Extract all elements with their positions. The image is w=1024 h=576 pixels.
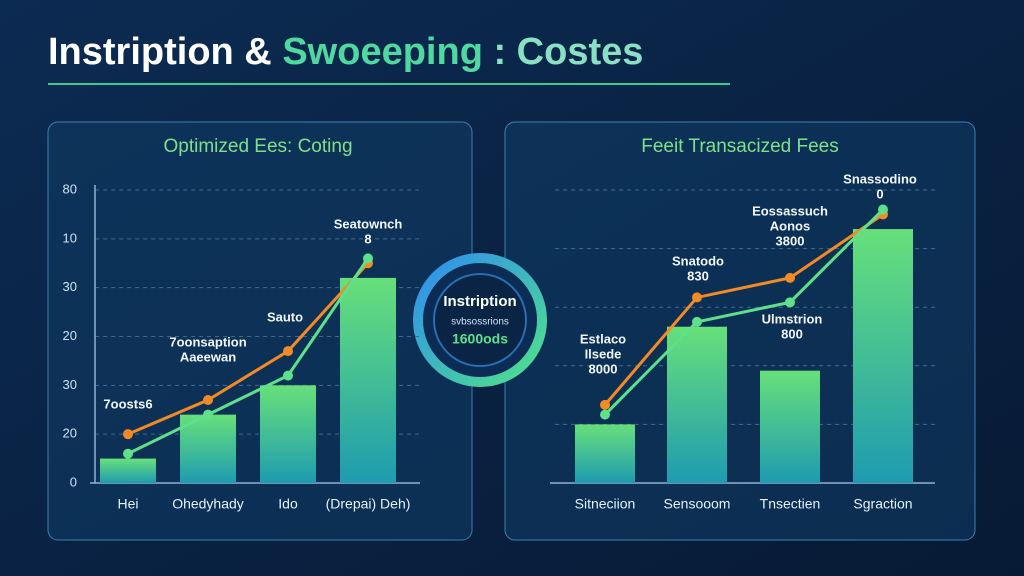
bar: [575, 424, 635, 483]
y-tick-label: 80: [63, 181, 77, 196]
annotation: Estlaco: [580, 331, 626, 346]
chart-title: Optimized Ees: Coting: [163, 136, 352, 157]
annotation: Ulmstrion: [762, 311, 823, 326]
annotation: 7oonsaption: [169, 334, 246, 349]
trend-point: [123, 429, 133, 440]
trend-point: [785, 297, 795, 308]
bar: [260, 385, 316, 483]
bar: [100, 458, 156, 483]
title-part: : Costes: [493, 31, 643, 73]
bar: [180, 414, 236, 483]
trend-point: [363, 253, 373, 264]
bar: [760, 370, 820, 483]
x-tick-label: (Drepai) Deh): [326, 496, 411, 512]
x-tick-label: Tnsectien: [760, 496, 821, 512]
annotation: Snassodino: [843, 171, 917, 186]
trend-line: [603, 208, 885, 416]
trend-point: [203, 394, 213, 405]
x-tick-label: Ohedyhady: [172, 496, 244, 512]
x-tick-label: Sitneciion: [575, 496, 636, 512]
annotation: 830: [687, 268, 709, 283]
chart-title: Feeit Transacized Fees: [641, 136, 838, 157]
trend-point: [600, 399, 610, 410]
trend-line: [603, 213, 884, 406]
y-tick-label: 20: [63, 328, 77, 343]
annotation: Eossassuch: [752, 203, 828, 218]
annotation: 0: [876, 186, 883, 201]
center-text: Instription: [443, 293, 516, 310]
trend-point: [203, 409, 213, 420]
y-tick-label: 0: [70, 474, 77, 489]
title-part: Instription &: [48, 31, 272, 73]
x-tick-label: Hei: [117, 496, 138, 512]
annotation: Snatodo: [672, 253, 724, 268]
trend-point: [692, 316, 702, 327]
annotation: 8000: [589, 361, 618, 376]
title: Instription & Swoeeping : Costes: [48, 31, 643, 73]
title-part: Swoeeping: [282, 31, 483, 73]
center-disc: [433, 273, 527, 367]
trend-point: [692, 292, 702, 303]
x-tick-label: Sensooom: [664, 496, 731, 512]
trend-point: [283, 370, 293, 381]
center-text: 1600ods: [452, 331, 508, 347]
trend-point: [785, 272, 795, 283]
annotation: Seatownch: [334, 216, 403, 231]
trend-point: [283, 346, 293, 357]
trend-point: [878, 204, 888, 215]
center-text: svbsossrions: [451, 317, 509, 328]
annotation: 3800: [776, 233, 805, 248]
x-tick-label: Ido: [278, 496, 298, 512]
trend-point: [123, 448, 133, 459]
y-tick-label: 30: [63, 279, 77, 294]
annotation: Aaeewan: [180, 349, 236, 364]
x-tick-label: Sgraction: [853, 496, 912, 512]
trend-line: [127, 262, 370, 436]
bar: [853, 229, 913, 483]
annotation: Sauto: [267, 309, 303, 324]
y-tick-label: 20: [63, 426, 77, 441]
y-tick-label: 30: [63, 377, 77, 392]
bar: [340, 277, 396, 483]
trend-point: [600, 409, 610, 420]
annotation: 800: [781, 326, 803, 341]
annotation: Aonos: [770, 218, 810, 233]
annotation: 8: [364, 231, 371, 246]
annotation: 7oosts6: [103, 396, 152, 411]
annotation: Ilsede: [585, 346, 622, 361]
bar: [667, 326, 727, 483]
trend-line: [127, 257, 370, 456]
y-tick-label: 10: [63, 230, 77, 245]
